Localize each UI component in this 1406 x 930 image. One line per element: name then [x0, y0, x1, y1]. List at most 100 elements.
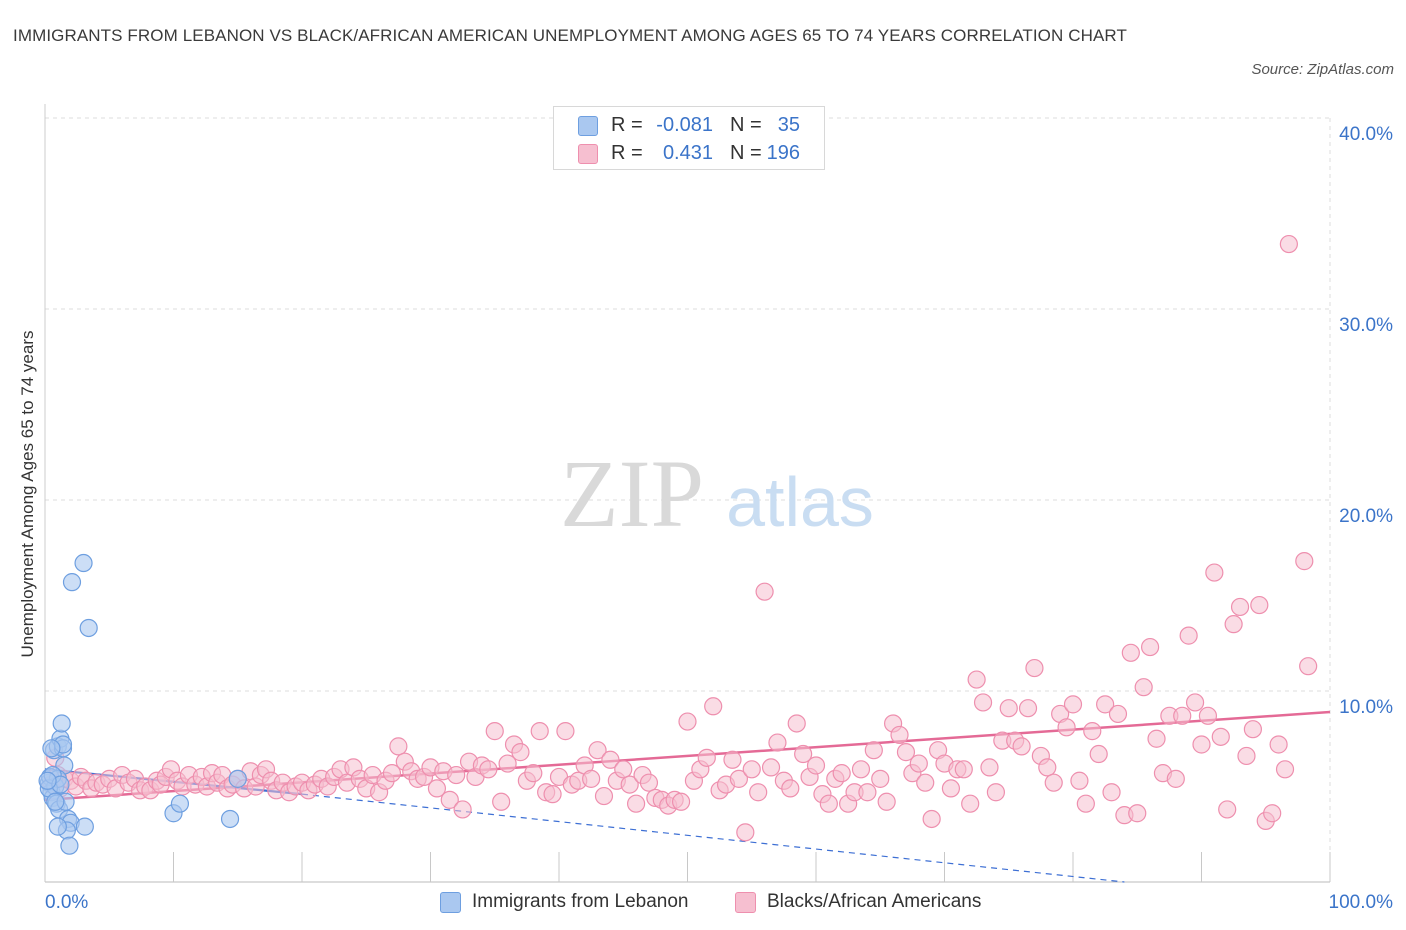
data-point-black: [832, 764, 851, 783]
data-point-black: [1063, 695, 1083, 714]
data-point-black: [1147, 729, 1166, 748]
data-point-black: [858, 783, 877, 802]
data-point-lebanon: [38, 771, 57, 790]
data-point-black: [986, 783, 1006, 802]
legend-r-value: 0.431: [662, 142, 713, 164]
data-point-black: [806, 756, 826, 775]
data-point-black: [498, 754, 517, 773]
data-point-black: [1076, 794, 1095, 813]
trend-line-lebanon-extension: [301, 793, 1125, 883]
data-point-black: [543, 785, 562, 804]
bottom-legend-swatch-blue: [440, 892, 461, 913]
data-point-black: [1140, 637, 1160, 657]
data-point-black: [639, 773, 659, 792]
data-point-lebanon: [75, 817, 94, 836]
bottom-legend-black: Blacks/African Americans: [735, 888, 1025, 916]
data-point-black: [755, 582, 774, 601]
y-tick-label: 30.0%: [1339, 315, 1393, 336]
legend-r-value: -0.081: [656, 114, 713, 136]
data-point-black: [626, 794, 646, 813]
y-axis-label: Unemployment Among Ages 65 to 74 years: [18, 331, 37, 658]
data-point-black: [485, 722, 504, 741]
data-point-black: [1250, 595, 1269, 615]
data-point-black: [890, 725, 909, 745]
data-point-black: [704, 697, 723, 716]
data-point-black: [1018, 699, 1038, 718]
data-point-black: [582, 769, 601, 788]
watermark-zip: ZIP: [560, 440, 704, 547]
watermark-atlas: atlas: [726, 463, 874, 541]
data-point-black: [1108, 704, 1128, 724]
bottom-legend-swatch-pink: [735, 892, 756, 913]
data-point-black: [530, 722, 549, 741]
data-point-black: [1057, 718, 1076, 737]
data-point-black: [787, 714, 806, 733]
legend-n-label: N =: [730, 142, 762, 164]
bottom-legend-label: Immigrants from Lebanon: [472, 891, 689, 912]
data-point-black: [1218, 800, 1237, 819]
data-point-black: [1295, 552, 1314, 571]
source-credit: Source: ZipAtlas.com: [1251, 61, 1394, 78]
legend-r-label: R =: [611, 142, 643, 164]
data-point-black: [1173, 706, 1192, 725]
data-point-black: [1025, 658, 1044, 678]
data-point-black: [973, 693, 993, 712]
series-immigrants-from-lebanon: [38, 553, 247, 855]
y-tick-label: 20.0%: [1339, 506, 1393, 527]
data-point-lebanon: [60, 836, 79, 855]
data-point-black: [941, 779, 961, 798]
data-point-black: [768, 733, 787, 752]
data-point-black: [871, 769, 890, 788]
data-point-lebanon: [52, 714, 71, 733]
data-point-lebanon: [46, 792, 65, 811]
data-point-black: [1224, 615, 1243, 634]
legend-n-value: 35: [777, 114, 800, 136]
y-tick-label: 10.0%: [1339, 697, 1393, 718]
data-point-black: [447, 765, 466, 785]
data-point-black: [1299, 657, 1318, 676]
data-point-black: [1269, 735, 1288, 754]
legend-swatch-pink: [578, 144, 598, 164]
legend-row-lebanon: R = -0.081 N = 35: [554, 111, 824, 139]
bottom-legend-lebanon: Immigrants from Lebanon: [440, 888, 720, 916]
data-point-black: [761, 758, 781, 777]
data-point-black: [601, 750, 620, 769]
data-point-lebanon: [42, 739, 61, 758]
data-point-black: [382, 764, 402, 783]
data-point-black: [1038, 758, 1057, 777]
stats-legend: R = -0.081 N = 35 R = 0.431 N = 196: [553, 106, 825, 170]
bottom-legend-label: Blacks/African Americans: [767, 891, 982, 912]
data-point-black: [1070, 771, 1089, 790]
data-point-black: [922, 809, 941, 829]
data-point-black: [511, 743, 530, 762]
chart-title: IMMIGRANTS FROM LEBANON VS BLACK/AFRICAN…: [13, 26, 1127, 45]
data-point-black: [1263, 804, 1282, 823]
data-point-black: [492, 792, 511, 811]
data-point-black: [954, 760, 973, 779]
data-point-black: [729, 769, 749, 788]
data-point-black: [453, 800, 472, 819]
data-point-lebanon: [74, 553, 93, 573]
data-point-black: [1185, 693, 1205, 712]
tick-labels: 10.0% 20.0% 30.0% 40.0% 0.0% 100.0%: [45, 124, 1393, 913]
data-point-black: [794, 744, 813, 764]
data-point-black: [1044, 773, 1063, 792]
data-point-black: [1205, 563, 1224, 582]
data-point-black: [440, 790, 459, 809]
legend-swatch-blue: [578, 116, 598, 136]
data-point-black: [1230, 597, 1250, 617]
data-point-black: [749, 783, 768, 802]
data-point-black: [999, 699, 1018, 718]
data-point-black: [678, 712, 697, 731]
legend-n-label: N =: [730, 114, 762, 136]
data-point-black: [671, 792, 691, 811]
data-point-black: [1166, 769, 1185, 788]
data-point-black: [1243, 720, 1263, 739]
data-point-black: [723, 750, 742, 769]
data-point-black: [524, 764, 543, 783]
watermark: ZIP atlas: [560, 440, 874, 547]
data-point-black: [864, 741, 883, 760]
data-point-black: [896, 743, 916, 762]
data-point-black: [594, 786, 614, 806]
